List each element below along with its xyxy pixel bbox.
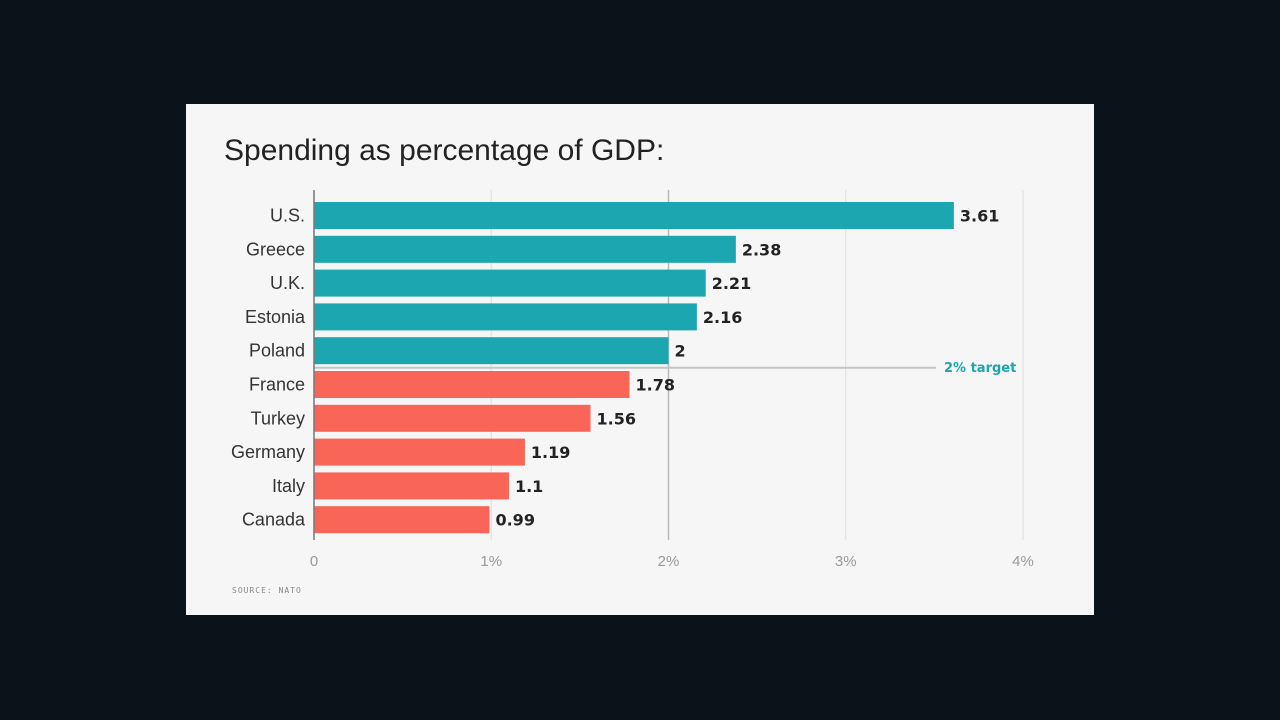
value-label: 3.61 — [960, 207, 999, 226]
value-label: 0.99 — [495, 511, 534, 530]
bar-turkey — [314, 404, 591, 432]
x-tick-label: 1% — [480, 553, 502, 570]
bar-estonia — [314, 303, 697, 331]
x-tick-label: 2% — [658, 553, 680, 570]
bar-germany — [314, 438, 525, 466]
chart-card: Spending as percentage of GDP: 2% target… — [186, 104, 1094, 615]
bar-poland — [314, 337, 669, 365]
target-label: 2% target — [944, 361, 1016, 376]
category-label: U.S. — [270, 206, 305, 226]
category-label: Germany — [231, 442, 305, 462]
bar-france — [314, 371, 630, 398]
chart-title: Spending as percentage of GDP: — [224, 134, 665, 167]
bar-italy — [314, 472, 509, 500]
value-label: 2.16 — [703, 308, 742, 327]
value-label: 2 — [675, 342, 686, 361]
value-label: 2.21 — [712, 274, 751, 293]
x-tick-label: 4% — [1012, 553, 1034, 570]
category-label: France — [249, 375, 305, 395]
x-tick-label: 3% — [835, 553, 857, 570]
value-label: 2.38 — [742, 240, 781, 259]
category-label: U.K. — [270, 273, 305, 293]
value-label: 1.56 — [597, 409, 636, 428]
category-label: Turkey — [251, 408, 305, 428]
value-label: 1.78 — [636, 376, 675, 395]
category-label: Canada — [242, 510, 306, 530]
source-note: SOURCE: NATO — [232, 586, 302, 595]
category-label: Italy — [272, 476, 305, 496]
value-label: 1.1 — [515, 477, 543, 496]
category-label: Poland — [249, 341, 305, 361]
bar-canada — [314, 506, 490, 534]
value-label: 1.19 — [531, 443, 570, 462]
bar-chart: 2% target U.S. 3.61 Greece 2.38 U.K. 2.21 Eston… — [231, 190, 1034, 570]
bar-u-k — [314, 269, 706, 297]
bar-greece — [314, 235, 736, 263]
category-label: Greece — [246, 239, 305, 259]
bar-u-s — [314, 202, 954, 229]
x-tick-label: 0 — [310, 553, 318, 570]
category-label: Estonia — [245, 307, 306, 327]
